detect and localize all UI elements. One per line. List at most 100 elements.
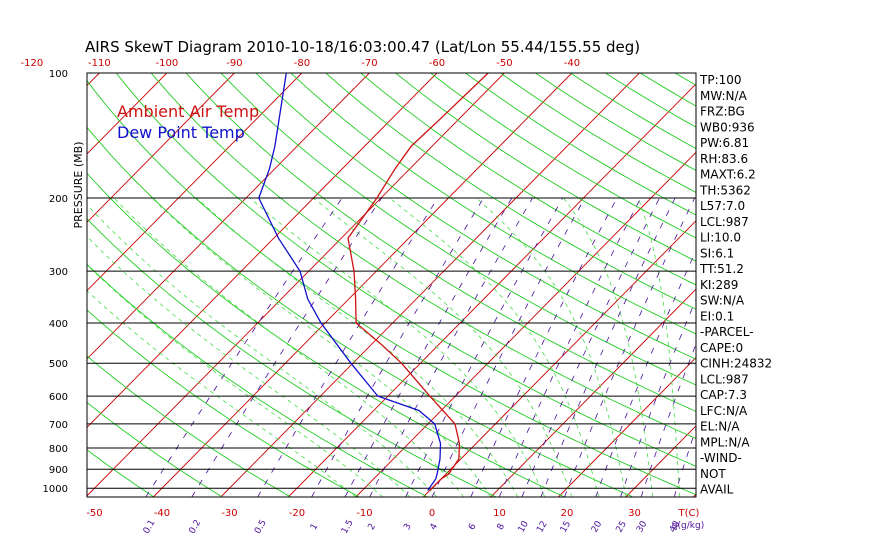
bottom-unit-label: T(C)	[678, 508, 700, 519]
dry-adiabat-line	[0, 73, 17, 497]
mixing-ratio-tick-label: 20	[590, 519, 605, 534]
mixing-ratio-tick-label: 4	[429, 522, 441, 532]
bottom-temp-tick-label: -20	[289, 508, 305, 519]
pressure-tick-label: 700	[49, 420, 68, 431]
isotherm-line	[422, 220, 696, 497]
dry-adiabat-line	[395, 73, 696, 262]
isotherm-line	[87, 73, 168, 155]
bottom-temp-tick-label: -10	[356, 508, 372, 519]
isotherm-line	[152, 73, 573, 497]
top-temp-tick-label: -50	[496, 58, 512, 69]
pressure-tick-label: 1000	[43, 484, 68, 495]
mixing-ratio-line	[595, 249, 696, 497]
bottom-temp-tick-label: 10	[493, 508, 506, 519]
dry-adiabat-line	[87, 401, 223, 497]
isotherm-line	[828, 73, 870, 497]
index-item: NOT	[700, 467, 726, 481]
mixing-ratio-tick-label: 3	[402, 522, 414, 532]
pressure-tick-label: 500	[49, 359, 68, 370]
mixing-ratio-tick-label: 0.2	[188, 518, 204, 535]
isotherm-line	[87, 73, 438, 429]
index-item: TT:51.2	[699, 262, 744, 276]
mixing-ratio-line	[369, 197, 533, 497]
mixing-ratio-tick-label: 30	[635, 519, 650, 534]
isotherm-line	[87, 73, 505, 497]
mixing-ratio-line	[521, 197, 660, 497]
mixing-ratio-line	[431, 197, 586, 497]
mixing-ratio-unit-label: q(g/kg)	[672, 521, 704, 531]
index-item: LI:10.0	[700, 231, 741, 245]
bottom-temp-tick-label: 30	[628, 508, 641, 519]
top-temp-tick-label: -120	[21, 58, 44, 69]
legend-ambient-air-temp: Ambient Air Temp	[117, 102, 259, 121]
dry-adiabat-line	[360, 73, 696, 286]
index-item: MAXT:6.2	[700, 168, 756, 182]
dry-adiabat-line	[745, 73, 870, 497]
moist-adiabat-line	[87, 235, 411, 497]
index-item: CAPE:0	[700, 341, 743, 355]
mixing-ratio-line	[145, 197, 343, 497]
dry-adiabat-line	[115, 73, 696, 467]
index-item: TH:5362	[699, 183, 751, 197]
mixing-ratio-tick-label: 1.5	[340, 518, 356, 535]
pressure-tick-label: 300	[49, 267, 68, 278]
top-temp-tick-label: -40	[564, 58, 580, 69]
isotherm-line	[87, 73, 235, 223]
bottom-temp-tick-label: 20	[561, 508, 574, 519]
chart-title: AIRS SkewT Diagram 2010-10-18/16:03:00.4…	[85, 38, 640, 56]
moist-adiabat-line	[113, 197, 465, 497]
index-item: CAP:7.3	[700, 388, 747, 402]
grid-layer	[0, 73, 870, 497]
dry-adiabat-line	[150, 73, 696, 440]
legend-dew-point-temp: Dew Point Temp	[117, 123, 245, 142]
moist-adiabat-line	[87, 290, 357, 497]
index-item: FRZ:BG	[700, 105, 745, 119]
moist-adiabat-line	[196, 197, 519, 497]
index-item: KI:289	[700, 278, 738, 292]
isotherm-line	[0, 73, 32, 497]
moist-adiabat-line	[313, 197, 573, 497]
pressure-tick-label: 400	[49, 319, 68, 330]
dry-adiabat-line	[87, 126, 634, 497]
plot-frame	[86, 72, 697, 498]
mixing-ratio-tick-label: 6	[467, 522, 479, 532]
pressure-tick-label: 600	[49, 392, 68, 403]
index-item: WB0:936	[700, 120, 755, 134]
mixing-ratio-line	[191, 197, 382, 497]
mixing-ratio-line	[564, 197, 695, 497]
top-temp-tick-label: -60	[429, 58, 445, 69]
moist-adiabat-line	[476, 197, 627, 497]
dry-adiabat-line	[0, 73, 85, 497]
mixing-ratio-tick-label: 1	[309, 522, 321, 532]
index-item: MPL:N/A	[700, 435, 750, 449]
mixing-ratio-line	[640, 343, 696, 497]
mixing-ratio-tick-label: 10	[517, 519, 532, 534]
mixing-ratio-line	[470, 197, 618, 497]
dry-adiabat-line	[325, 73, 696, 310]
mixing-ratio-tick-label: 15	[559, 520, 573, 535]
top-temp-tick-label: -70	[361, 58, 377, 69]
moist-adiabat-line	[389, 197, 600, 497]
isotherm-line	[87, 73, 303, 292]
dry-adiabat-line	[87, 218, 497, 497]
index-item: EI:0.1	[700, 309, 734, 323]
index-item: L57:7.0	[700, 199, 745, 213]
dry-adiabat-line	[780, 73, 870, 497]
dry-adiabat-line	[87, 449, 155, 497]
mixing-ratio-line	[498, 197, 642, 497]
index-item: LFC:N/A	[700, 404, 748, 418]
moist-adiabat-line	[637, 197, 681, 497]
pressure-tick-label: 900	[49, 465, 68, 476]
bottom-temp-tick-label: -30	[221, 508, 237, 519]
dry-adiabat-line	[255, 73, 696, 360]
dry-adiabat-line	[850, 73, 870, 497]
isotherm-line	[355, 151, 696, 497]
index-item: -PARCEL-	[700, 325, 754, 339]
isotherm-line	[287, 83, 696, 497]
dry-adiabat-line	[185, 73, 696, 412]
index-item: LCL:987	[700, 215, 749, 229]
y-axis-label: PRESSURE (MB)	[72, 142, 85, 229]
mixing-ratio-tick-label: 8	[496, 522, 508, 532]
